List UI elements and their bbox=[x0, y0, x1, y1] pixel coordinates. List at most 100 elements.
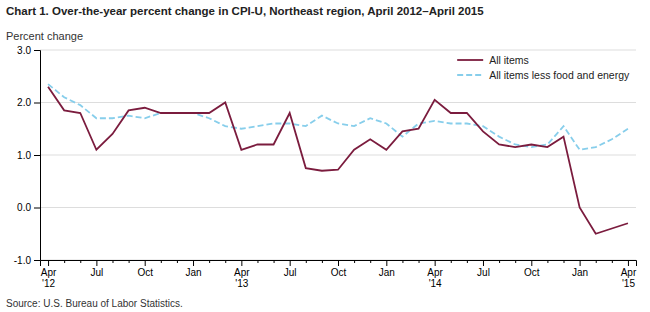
x-tick-mark bbox=[370, 260, 371, 263]
series-line bbox=[48, 84, 628, 150]
grid-line bbox=[40, 155, 636, 156]
y-tick: 2.0 bbox=[17, 97, 40, 108]
x-tick-mark bbox=[274, 260, 275, 263]
x-tick bbox=[419, 260, 420, 263]
grid bbox=[40, 50, 636, 260]
y-tick-label: -1.0 bbox=[14, 255, 32, 266]
x-tick: Jul bbox=[477, 260, 490, 278]
x-tick bbox=[402, 260, 403, 263]
x-tick: Jul bbox=[284, 260, 297, 278]
x-tick-label: Apr'15 bbox=[621, 267, 637, 289]
legend-label: All items less food and energy bbox=[489, 69, 630, 81]
x-tick-mark bbox=[129, 260, 130, 263]
x-tick-mark bbox=[483, 260, 484, 266]
x-tick-label: Jan bbox=[379, 267, 395, 278]
x-tick-mark bbox=[80, 260, 81, 263]
x-tick-mark bbox=[145, 260, 146, 266]
x-tick: Apr'12 bbox=[41, 260, 57, 289]
x-tick bbox=[80, 260, 81, 263]
y-tick: 3.0 bbox=[17, 45, 40, 56]
x-tick bbox=[64, 260, 65, 263]
y-tick: -1.0 bbox=[14, 255, 40, 266]
x-tick bbox=[370, 260, 371, 263]
x-tick-label: Oct bbox=[524, 267, 540, 278]
x-tick-mark bbox=[290, 260, 291, 266]
y-tick-label: 3.0 bbox=[17, 45, 31, 56]
x-tick bbox=[129, 260, 130, 263]
x-tick-mark bbox=[386, 260, 387, 266]
y-tick-mark bbox=[34, 260, 40, 261]
x-tick bbox=[306, 260, 307, 263]
x-tick-mark bbox=[435, 260, 436, 266]
x-tick-label: Jul bbox=[477, 267, 490, 278]
y-axis-label: Percent change bbox=[6, 30, 83, 42]
y-tick-label: 1.0 bbox=[17, 150, 31, 161]
legend-item: All items less food and energy bbox=[457, 69, 630, 81]
legend-label: All items bbox=[489, 54, 529, 66]
x-tick bbox=[177, 260, 178, 263]
x-tick: Apr'15 bbox=[621, 260, 637, 289]
x-tick bbox=[322, 260, 323, 263]
x-tick-label: Oct bbox=[137, 267, 153, 278]
x-tick bbox=[547, 260, 548, 263]
x-tick: Jan bbox=[572, 260, 588, 278]
y-tick-mark bbox=[34, 208, 40, 209]
x-tick-mark bbox=[209, 260, 210, 263]
x-tick: Oct bbox=[331, 260, 347, 278]
chart-container: Chart 1. Over-the-year percent change in… bbox=[0, 0, 650, 312]
grid-line bbox=[40, 50, 636, 51]
y-tick-label: 2.0 bbox=[17, 97, 31, 108]
x-tick bbox=[612, 260, 613, 263]
x-tick-mark bbox=[48, 260, 49, 266]
x-tick bbox=[161, 260, 162, 263]
x-tick bbox=[451, 260, 452, 263]
x-tick-mark bbox=[177, 260, 178, 263]
legend-swatch bbox=[457, 74, 483, 76]
grid-line bbox=[40, 207, 636, 208]
y-tick-label: 0.0 bbox=[17, 202, 31, 213]
x-axis: Apr'12JulOctJanApr'13JulOctJanApr'14JulO… bbox=[41, 260, 637, 289]
x-tick-mark bbox=[225, 260, 226, 263]
x-tick-mark bbox=[354, 260, 355, 263]
y-tick-mark bbox=[34, 50, 40, 51]
x-tick bbox=[112, 260, 113, 263]
x-tick-mark bbox=[322, 260, 323, 263]
x-tick-mark bbox=[64, 260, 65, 263]
chart-svg: Chart 1. Over-the-year percent change in… bbox=[0, 0, 650, 312]
y-axis-line bbox=[34, 51, 41, 261]
x-tick-mark bbox=[161, 260, 162, 263]
x-tick-mark bbox=[112, 260, 113, 263]
x-tick bbox=[515, 260, 516, 263]
series-line bbox=[48, 87, 628, 234]
x-tick-label: Jul bbox=[284, 267, 297, 278]
x-tick-label: Jan bbox=[572, 267, 588, 278]
annotation: Source: U.S. Bureau of Labor Statistics. bbox=[6, 298, 183, 309]
x-tick-mark bbox=[612, 260, 613, 263]
x-tick-label: Apr'14 bbox=[427, 267, 443, 289]
x-tick-mark bbox=[419, 260, 420, 263]
x-tick: Jan bbox=[379, 260, 395, 278]
x-tick-mark bbox=[241, 260, 242, 266]
x-tick bbox=[225, 260, 226, 263]
x-tick: Oct bbox=[137, 260, 153, 278]
x-tick-mark bbox=[338, 260, 339, 266]
x-tick-mark bbox=[547, 260, 548, 263]
title: Chart 1. Over-the-year percent change in… bbox=[6, 5, 484, 17]
x-tick bbox=[564, 260, 565, 263]
x-tick: Jan bbox=[185, 260, 201, 278]
x-tick-mark bbox=[402, 260, 403, 263]
x-axis-line bbox=[41, 261, 637, 267]
lines bbox=[48, 84, 628, 234]
x-tick-mark bbox=[564, 260, 565, 263]
y-axis: -1.0 0.0 1.0 2.0 3.0 bbox=[14, 45, 41, 266]
x-tick bbox=[596, 260, 597, 263]
x-tick-mark bbox=[451, 260, 452, 263]
y-tick-mark bbox=[34, 155, 40, 156]
x-tick-mark bbox=[306, 260, 307, 263]
x-tick: Oct bbox=[524, 260, 540, 278]
x-tick: Apr'13 bbox=[234, 260, 250, 289]
x-tick-label: Apr'13 bbox=[234, 267, 250, 289]
grid-line bbox=[40, 102, 636, 103]
x-tick-mark bbox=[467, 260, 468, 263]
legend-swatch bbox=[457, 59, 483, 61]
